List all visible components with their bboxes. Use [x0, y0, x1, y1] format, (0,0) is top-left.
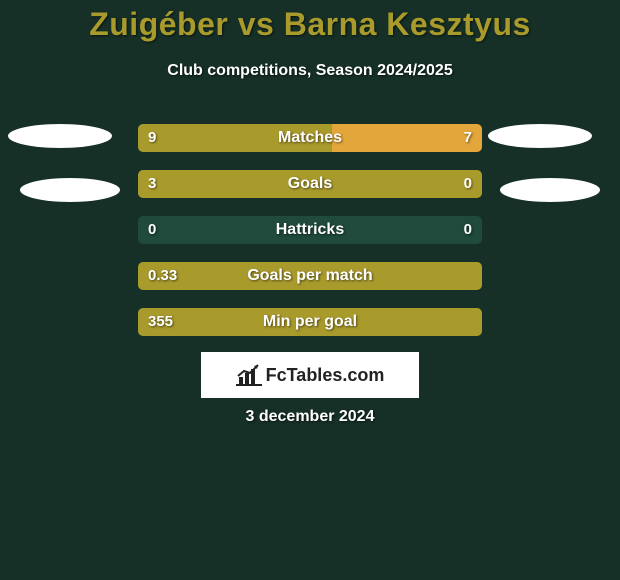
bar-left-fill	[138, 308, 482, 336]
player-oval-0	[8, 124, 112, 148]
stat-label: Hattricks	[138, 216, 482, 244]
stats-bars: 97Matches 30Goals 0 0Hattricks 0.33Goals per…	[138, 124, 482, 354]
bar-left-fill	[138, 262, 482, 290]
date-line: 3 december 2024	[0, 408, 620, 426]
logo-text: FcTables.com	[266, 365, 385, 386]
page-title: Zuigéber vs Barna Kesztyus	[0, 6, 620, 43]
stat-row: 355Min per goal	[138, 308, 482, 336]
player-oval-2	[20, 178, 120, 202]
logo-box: FcTables.com	[201, 352, 419, 398]
subtitle: Club competitions, Season 2024/2025	[0, 62, 620, 80]
stat-row: 0 0Hattricks	[138, 216, 482, 244]
stat-row: 97Matches	[138, 124, 482, 152]
stat-row: 30Goals	[138, 170, 482, 198]
bar-left-fill	[138, 124, 332, 152]
stat-right-value: 0	[464, 216, 472, 244]
bar-right-fill	[332, 124, 482, 152]
player-oval-1	[488, 124, 592, 148]
chart-icon	[236, 364, 262, 386]
bar-left-fill	[138, 170, 482, 198]
player-oval-3	[500, 178, 600, 202]
stat-left-value: 0	[148, 216, 156, 244]
stat-row: 0.33Goals per match	[138, 262, 482, 290]
comparison-infographic: Zuigéber vs Barna Kesztyus Club competit…	[0, 0, 620, 580]
